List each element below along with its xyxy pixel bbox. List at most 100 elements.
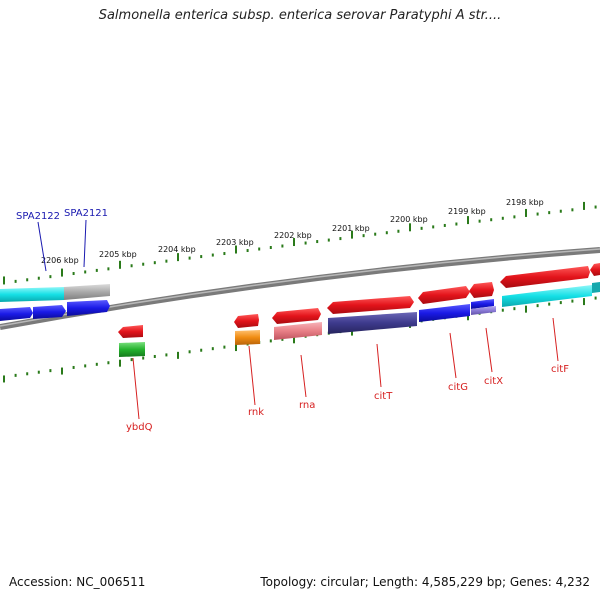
- minor-tick: [362, 234, 365, 238]
- gene-blue[interactable]: [33, 305, 66, 319]
- scale-label: 2200 kbp: [390, 215, 428, 224]
- gene-label[interactable]: ybdQ: [126, 422, 153, 433]
- gene-rna[interactable]: [272, 308, 321, 324]
- minor-tick: [513, 307, 516, 311]
- major-tick: [119, 260, 121, 269]
- gene-pink[interactable]: [274, 322, 322, 340]
- minor-tick: [269, 246, 272, 250]
- minor-tick: [72, 365, 75, 369]
- gene-label[interactable]: rna: [299, 400, 315, 411]
- major-tick: [61, 268, 63, 277]
- gene-green[interactable]: [119, 342, 145, 357]
- minor-tick: [153, 354, 156, 358]
- minor-tick: [455, 222, 458, 226]
- gene-cyan[interactable]: [0, 287, 64, 302]
- minor-tick: [501, 216, 504, 220]
- minor-tick: [374, 232, 377, 236]
- minor-tick: [501, 308, 504, 312]
- major-tick: [525, 305, 527, 313]
- minor-tick: [26, 372, 29, 376]
- major-tick: [583, 201, 585, 210]
- scale-label: 2206 kbp: [41, 256, 79, 265]
- minor-tick: [559, 301, 562, 305]
- scale-label: 2204 kbp: [158, 245, 196, 254]
- gene-label[interactable]: SPA2121: [64, 208, 108, 219]
- gene-citG[interactable]: [418, 286, 470, 304]
- gene-label[interactable]: citX: [484, 376, 503, 387]
- gene-blue[interactable]: [0, 307, 33, 321]
- major-tick: [3, 276, 5, 285]
- minor-tick: [49, 369, 52, 373]
- scale-label: 2203 kbp: [216, 238, 254, 247]
- minor-tick: [571, 299, 574, 303]
- minor-tick: [107, 267, 110, 271]
- accession-text: Accession: NC_006511: [9, 575, 146, 589]
- major-tick: [351, 230, 353, 239]
- leader-line: [83, 219, 87, 268]
- minor-tick: [49, 275, 52, 279]
- gene-label[interactable]: citG: [448, 382, 468, 393]
- gene-blue[interactable]: [419, 304, 470, 322]
- minor-tick: [281, 337, 284, 341]
- leader-line: [485, 327, 493, 373]
- right-gene-cluster: [118, 263, 600, 357]
- major-tick: [61, 367, 63, 375]
- minor-tick: [443, 223, 446, 227]
- gene-label[interactable]: citT: [374, 391, 393, 402]
- minor-tick: [559, 209, 562, 213]
- gene-lightpurple[interactable]: [471, 306, 496, 315]
- gene-cyan[interactable]: [502, 285, 592, 307]
- gene-label[interactable]: SPA2122: [16, 211, 60, 222]
- scale-label: 2202 kbp: [274, 231, 312, 240]
- minor-tick: [571, 208, 574, 212]
- map-title: Salmonella enterica subsp. enterica sero…: [98, 8, 502, 23]
- minor-tick: [536, 304, 539, 308]
- minor-tick: [211, 253, 214, 257]
- gene-citT[interactable]: [327, 296, 414, 314]
- minor-tick: [165, 259, 168, 263]
- gene-grey[interactable]: [64, 284, 110, 300]
- gene-purple[interactable]: [328, 312, 417, 334]
- major-tick: [235, 344, 237, 352]
- gene-label[interactable]: citF: [551, 364, 569, 375]
- gene-label[interactable]: rnk: [248, 407, 264, 418]
- minor-tick: [130, 358, 133, 362]
- leader-line: [449, 332, 457, 379]
- gene-citF[interactable]: [500, 266, 590, 288]
- minor-tick: [397, 229, 400, 233]
- major-tick: [177, 253, 179, 262]
- leader-line: [376, 343, 382, 388]
- minor-tick: [281, 244, 284, 248]
- gene-ybdQ[interactable]: [118, 325, 143, 338]
- minor-tick: [536, 212, 539, 216]
- minor-tick: [14, 279, 17, 283]
- major-tick: [409, 223, 411, 232]
- major-tick: [293, 238, 295, 247]
- minor-tick: [420, 226, 423, 230]
- major-tick: [467, 216, 469, 225]
- minor-tick: [37, 370, 40, 374]
- gene-blue[interactable]: [471, 299, 494, 309]
- scale-label: 2199 kbp: [448, 207, 486, 216]
- gene-orange[interactable]: [235, 330, 260, 345]
- minor-tick: [223, 252, 226, 256]
- minor-tick: [37, 276, 40, 280]
- gene-citX[interactable]: [469, 282, 494, 298]
- minor-tick: [142, 262, 145, 266]
- minor-tick: [594, 296, 597, 300]
- leader-line: [132, 357, 140, 420]
- major-tick: [235, 245, 237, 254]
- summary-text: Topology: circular; Length: 4,585,229 bp…: [260, 575, 590, 589]
- minor-tick: [200, 348, 203, 352]
- minor-tick: [432, 225, 435, 229]
- gene-rnk[interactable]: [234, 314, 259, 328]
- minor-tick: [316, 240, 319, 244]
- minor-tick: [200, 255, 203, 259]
- minor-tick: [107, 361, 110, 365]
- gene-blue[interactable]: [67, 300, 110, 316]
- gene-red-partial[interactable]: [590, 263, 600, 276]
- minor-tick: [246, 249, 249, 253]
- minor-tick: [269, 339, 272, 343]
- gene-cyan-partial[interactable]: [592, 282, 600, 293]
